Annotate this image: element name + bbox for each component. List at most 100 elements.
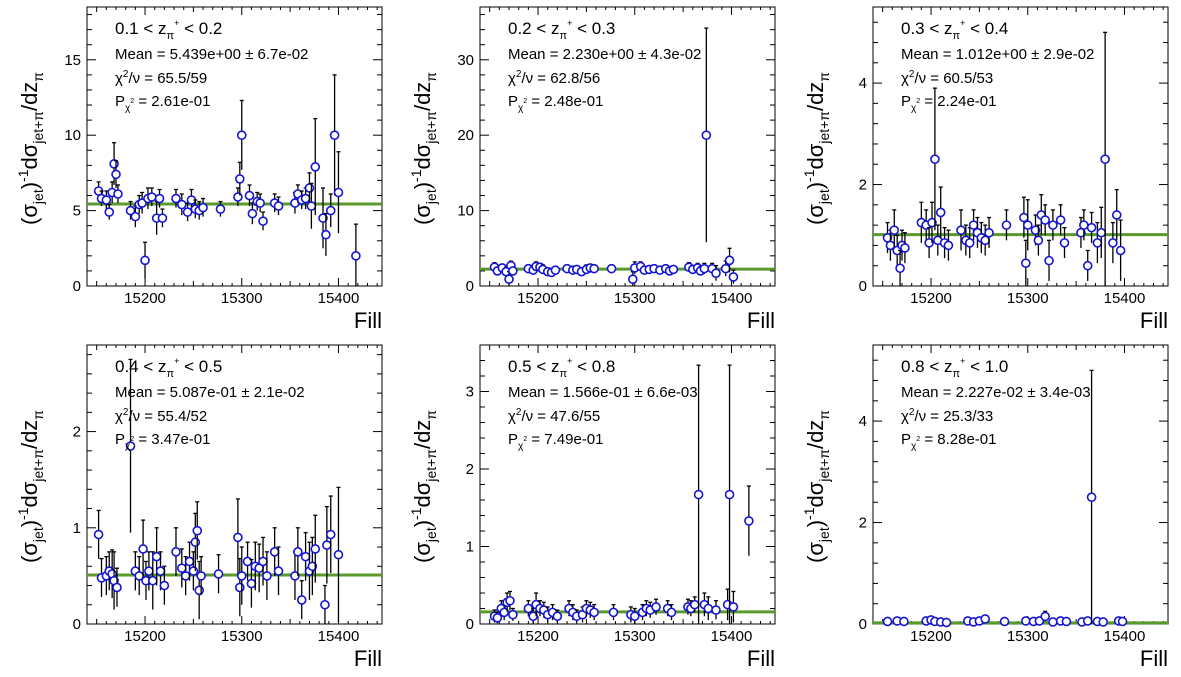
data-point <box>1040 204 1050 236</box>
x-axis-label: Fill <box>747 308 775 333</box>
stat-chi2: χ2/ν = 47.6/55 <box>508 407 600 425</box>
data-marker <box>724 489 735 500</box>
data-point <box>711 600 721 620</box>
data-marker <box>666 607 677 618</box>
data-marker <box>320 599 330 610</box>
data-marker <box>924 238 934 248</box>
data-marker <box>720 263 731 274</box>
ylabel-jet-sub: jet <box>816 527 832 543</box>
data-marker <box>1055 215 1066 225</box>
data-marker <box>325 205 336 216</box>
data-point <box>198 197 208 217</box>
title-hi: < 0.2 <box>179 19 222 38</box>
data-marker <box>125 441 136 451</box>
ylabel-paren: ) <box>17 520 42 527</box>
data-marker <box>171 547 181 557</box>
data-marker <box>927 217 937 228</box>
data-point <box>1061 616 1072 627</box>
data-marker <box>235 582 245 593</box>
data-marker <box>273 201 284 211</box>
data-point <box>244 184 255 207</box>
data-point <box>325 495 336 574</box>
data-marker <box>1079 220 1089 230</box>
data-point <box>964 227 975 259</box>
data-marker <box>1048 617 1058 627</box>
data-point <box>699 262 710 274</box>
panel-title: 0.2 < zπ + < 0.3 <box>508 18 615 42</box>
data-marker <box>1115 245 1126 256</box>
y-tick-label: 1 <box>73 520 81 537</box>
data-point <box>293 527 303 576</box>
data-marker <box>711 605 721 615</box>
data-marker <box>300 193 311 204</box>
data-point <box>176 193 187 216</box>
data-point <box>196 556 206 596</box>
data-marker <box>182 207 193 217</box>
data-point <box>505 590 515 611</box>
data-point <box>111 160 121 188</box>
data-marker <box>296 595 307 605</box>
data-marker <box>900 243 910 253</box>
x-tick-label: 15300 <box>221 628 263 645</box>
data-marker <box>1033 235 1044 246</box>
x-tick-label: 15400 <box>711 628 753 645</box>
data-point <box>290 551 300 600</box>
data-marker <box>306 201 317 211</box>
data-point <box>728 590 739 623</box>
ylabel-jetpi-sub: jet+π <box>30 111 46 145</box>
title-sub: π <box>167 368 175 380</box>
data-marker <box>196 571 206 581</box>
data-marker <box>233 532 243 543</box>
data-point <box>629 607 640 624</box>
title-lo: 0.5 < z <box>508 357 560 376</box>
p-sub: χ <box>518 441 524 452</box>
ylabel-dsigma: dσ <box>803 143 828 169</box>
stat-chi2: χ2/ν = 60.5/53 <box>901 69 993 87</box>
data-point <box>1059 227 1070 259</box>
data-point <box>192 501 203 560</box>
data-point <box>1115 219 1126 281</box>
ylabel-dz: /dz <box>410 82 435 111</box>
data-marker <box>236 130 247 140</box>
data-point <box>112 567 122 607</box>
ylabel-pi-sub: π <box>30 410 46 420</box>
data-marker <box>724 255 735 266</box>
data-point <box>273 546 284 596</box>
data-marker <box>693 489 704 500</box>
data-marker <box>1111 210 1122 220</box>
ylabel-pi-sub: π <box>423 410 439 420</box>
data-marker <box>1030 225 1041 235</box>
title-hi: < 0.3 <box>572 19 615 38</box>
stat-chi2: χ2/ν = 25.3/33 <box>901 407 993 425</box>
title-lo: 0.8 < z <box>901 357 953 376</box>
data-point <box>233 498 243 576</box>
title-lo: 0.1 < z <box>115 19 167 38</box>
y-tick-label: 10 <box>64 127 81 144</box>
data-point <box>666 603 677 621</box>
data-marker <box>1019 212 1029 223</box>
ylabel-jetpi-sub: jet+π <box>816 111 832 145</box>
data-point <box>651 598 661 615</box>
data-point <box>924 227 934 259</box>
data-point <box>236 99 247 170</box>
x-tick-label: 15200 <box>910 628 952 645</box>
data-marker <box>1059 238 1070 248</box>
ylabel-dsigma: dσ <box>410 143 435 169</box>
data-point <box>333 151 344 234</box>
plot-frame <box>872 6 1169 287</box>
y-tick-label: 2 <box>859 177 867 194</box>
stat-chi2: χ2/ν = 62.8/56 <box>508 69 600 87</box>
data-point <box>935 186 946 238</box>
x-tick-label: 15300 <box>221 290 263 307</box>
x-tick-label: 15200 <box>910 290 952 307</box>
data-marker <box>242 556 253 567</box>
p-sup: 2 <box>130 436 134 443</box>
data-point <box>984 216 994 248</box>
data-point <box>262 551 272 600</box>
data-marker <box>1086 492 1097 502</box>
title-hi: < 0.8 <box>572 357 615 376</box>
data-point <box>235 161 245 196</box>
stat-p: Pχ2 = 2.24e-01 <box>901 93 996 114</box>
ylabel-jetpi-sub: jet+π <box>816 449 832 483</box>
title-hi: < 1.0 <box>965 357 1008 376</box>
